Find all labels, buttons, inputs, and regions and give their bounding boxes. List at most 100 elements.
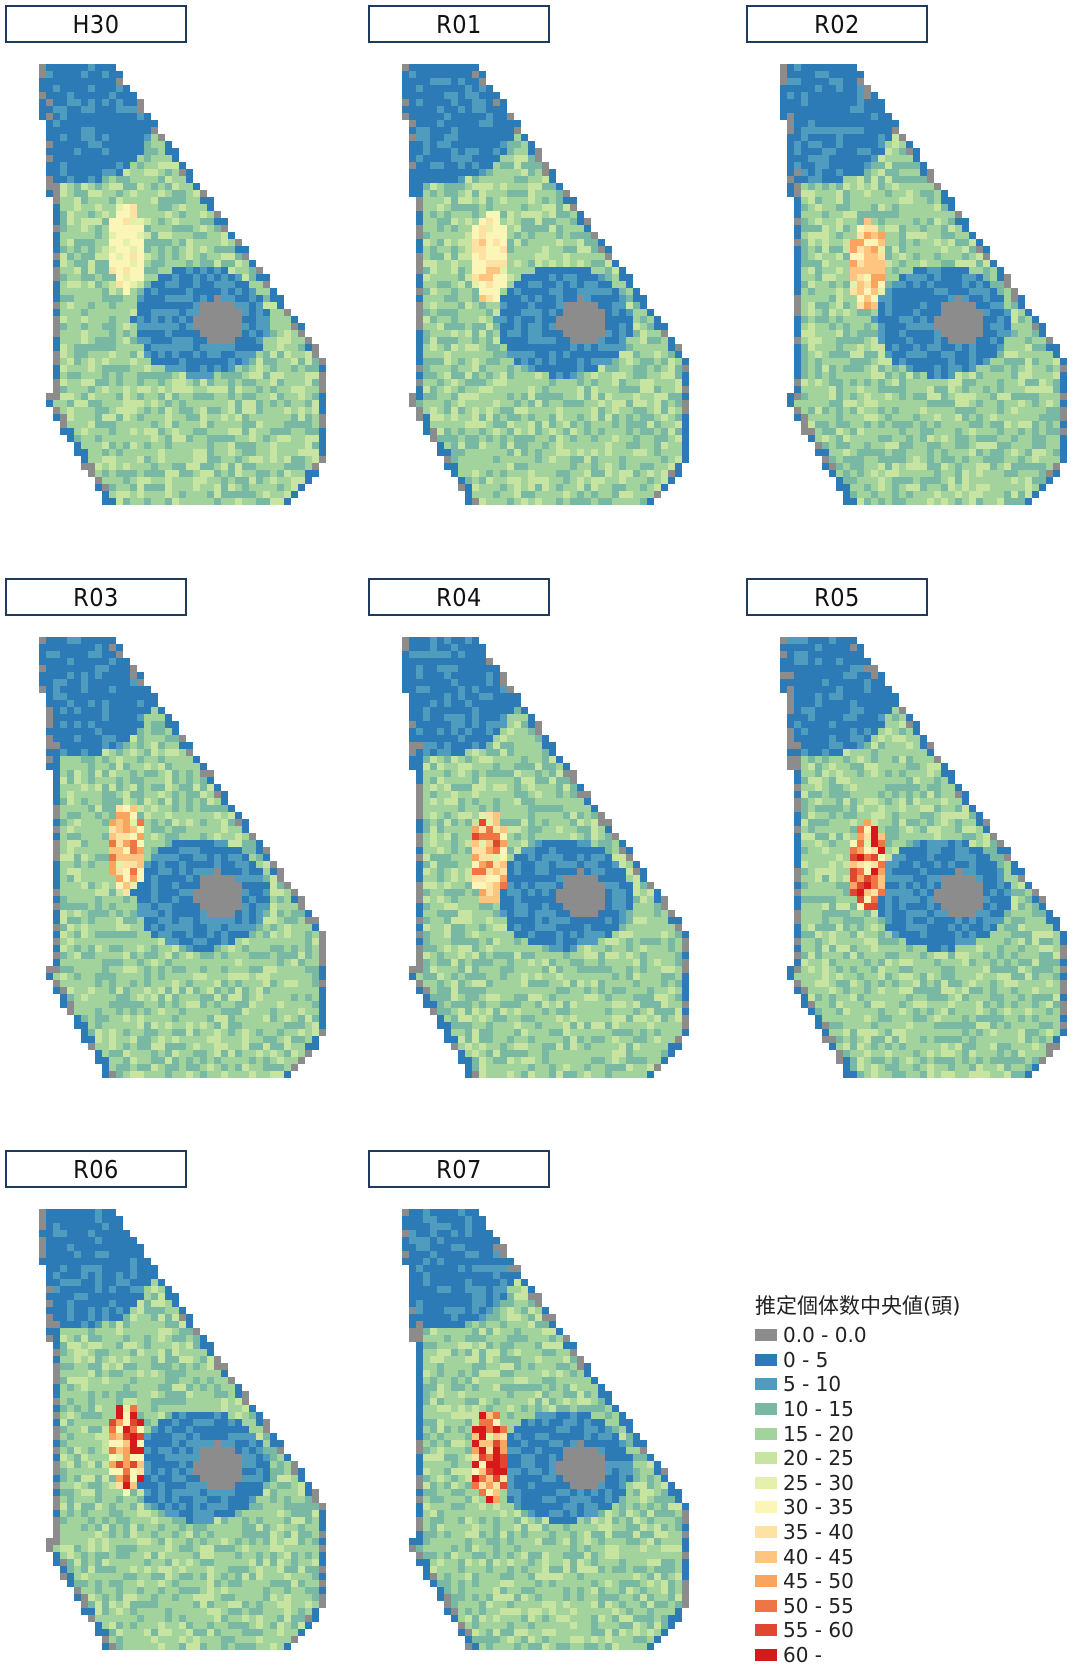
map-cell bbox=[661, 428, 668, 435]
map-cell bbox=[291, 477, 298, 484]
map-cell bbox=[165, 267, 172, 274]
map-cell bbox=[941, 295, 948, 302]
map-cell bbox=[437, 197, 444, 204]
map-cell bbox=[591, 232, 598, 239]
map-cell bbox=[130, 316, 137, 323]
map-cell bbox=[633, 470, 640, 477]
map-cell bbox=[836, 323, 843, 330]
map-cell bbox=[263, 470, 270, 477]
map-cell bbox=[430, 302, 437, 309]
map-cell bbox=[570, 295, 577, 302]
map-cell bbox=[948, 295, 955, 302]
map-cell bbox=[920, 288, 927, 295]
map-cell bbox=[493, 477, 500, 484]
map-cell bbox=[521, 148, 528, 155]
map-cell bbox=[444, 155, 451, 162]
map-cell bbox=[808, 288, 815, 295]
map-cell bbox=[249, 309, 256, 316]
map-cell bbox=[514, 274, 521, 281]
map-cell bbox=[486, 162, 493, 169]
map-cell bbox=[53, 190, 60, 197]
map-cell bbox=[857, 169, 864, 176]
map-cell bbox=[144, 113, 151, 120]
map-cell bbox=[88, 162, 95, 169]
map-cell bbox=[486, 302, 493, 309]
map-cell bbox=[542, 449, 549, 456]
map-cell bbox=[892, 407, 899, 414]
map-cell bbox=[682, 456, 689, 463]
map-cell bbox=[808, 337, 815, 344]
map-cell bbox=[116, 435, 123, 442]
map-cell bbox=[528, 176, 535, 183]
map-cell bbox=[60, 99, 67, 106]
map-cell bbox=[612, 400, 619, 407]
map-cell bbox=[472, 225, 479, 232]
map-cell bbox=[570, 414, 577, 421]
map-cell bbox=[270, 372, 277, 379]
map-cell bbox=[200, 302, 207, 309]
map-cell bbox=[479, 309, 486, 316]
map-cell bbox=[249, 435, 256, 442]
map-cell bbox=[857, 239, 864, 246]
map-cell bbox=[577, 491, 584, 498]
map-cell bbox=[109, 106, 116, 113]
map-cell bbox=[60, 71, 67, 78]
map-cell bbox=[997, 365, 1004, 372]
map-cell bbox=[535, 477, 542, 484]
map-cell bbox=[242, 344, 249, 351]
map-cell bbox=[284, 449, 291, 456]
map-cell bbox=[472, 211, 479, 218]
map-cell bbox=[661, 393, 668, 400]
map-cell bbox=[437, 386, 444, 393]
map-cell bbox=[899, 351, 906, 358]
map-cell bbox=[172, 449, 179, 456]
map-cell bbox=[67, 169, 74, 176]
map-cell bbox=[88, 323, 95, 330]
map-cell bbox=[416, 400, 423, 407]
map-cell bbox=[920, 400, 927, 407]
map-cell bbox=[1060, 372, 1067, 379]
map-cell bbox=[556, 316, 563, 323]
map-cell bbox=[941, 246, 948, 253]
map-cell bbox=[822, 274, 829, 281]
map-cell bbox=[927, 344, 934, 351]
map-cell bbox=[549, 393, 556, 400]
map-cell bbox=[130, 358, 137, 365]
map-cell bbox=[60, 148, 67, 155]
map-cell bbox=[514, 148, 521, 155]
map-cell bbox=[116, 456, 123, 463]
map-cell bbox=[857, 316, 864, 323]
map-cell bbox=[312, 442, 319, 449]
map-cell bbox=[423, 197, 430, 204]
map-cell bbox=[416, 92, 423, 99]
map-cell bbox=[465, 253, 472, 260]
map-cell bbox=[654, 470, 661, 477]
map-cell bbox=[507, 491, 514, 498]
map-cell bbox=[605, 421, 612, 428]
map-cell bbox=[102, 141, 109, 148]
map-cell bbox=[808, 344, 815, 351]
map-cell bbox=[612, 386, 619, 393]
map-cell bbox=[794, 400, 801, 407]
map-cell bbox=[871, 414, 878, 421]
map-cell bbox=[472, 400, 479, 407]
map-cell bbox=[521, 365, 528, 372]
map-cell bbox=[521, 323, 528, 330]
map-cell bbox=[465, 239, 472, 246]
map-cell bbox=[465, 99, 472, 106]
map-cell bbox=[598, 463, 605, 470]
map-cell bbox=[437, 316, 444, 323]
map-cell bbox=[822, 428, 829, 435]
map-cell bbox=[528, 183, 535, 190]
map-cell bbox=[878, 106, 885, 113]
map-cell bbox=[409, 169, 416, 176]
map-cell bbox=[172, 197, 179, 204]
map-cell bbox=[402, 106, 409, 113]
map-cell bbox=[423, 99, 430, 106]
map-cell bbox=[556, 337, 563, 344]
map-cell bbox=[549, 316, 556, 323]
map-cell bbox=[836, 344, 843, 351]
map-cell bbox=[451, 295, 458, 302]
map-cell bbox=[88, 134, 95, 141]
map-cell bbox=[53, 365, 60, 372]
